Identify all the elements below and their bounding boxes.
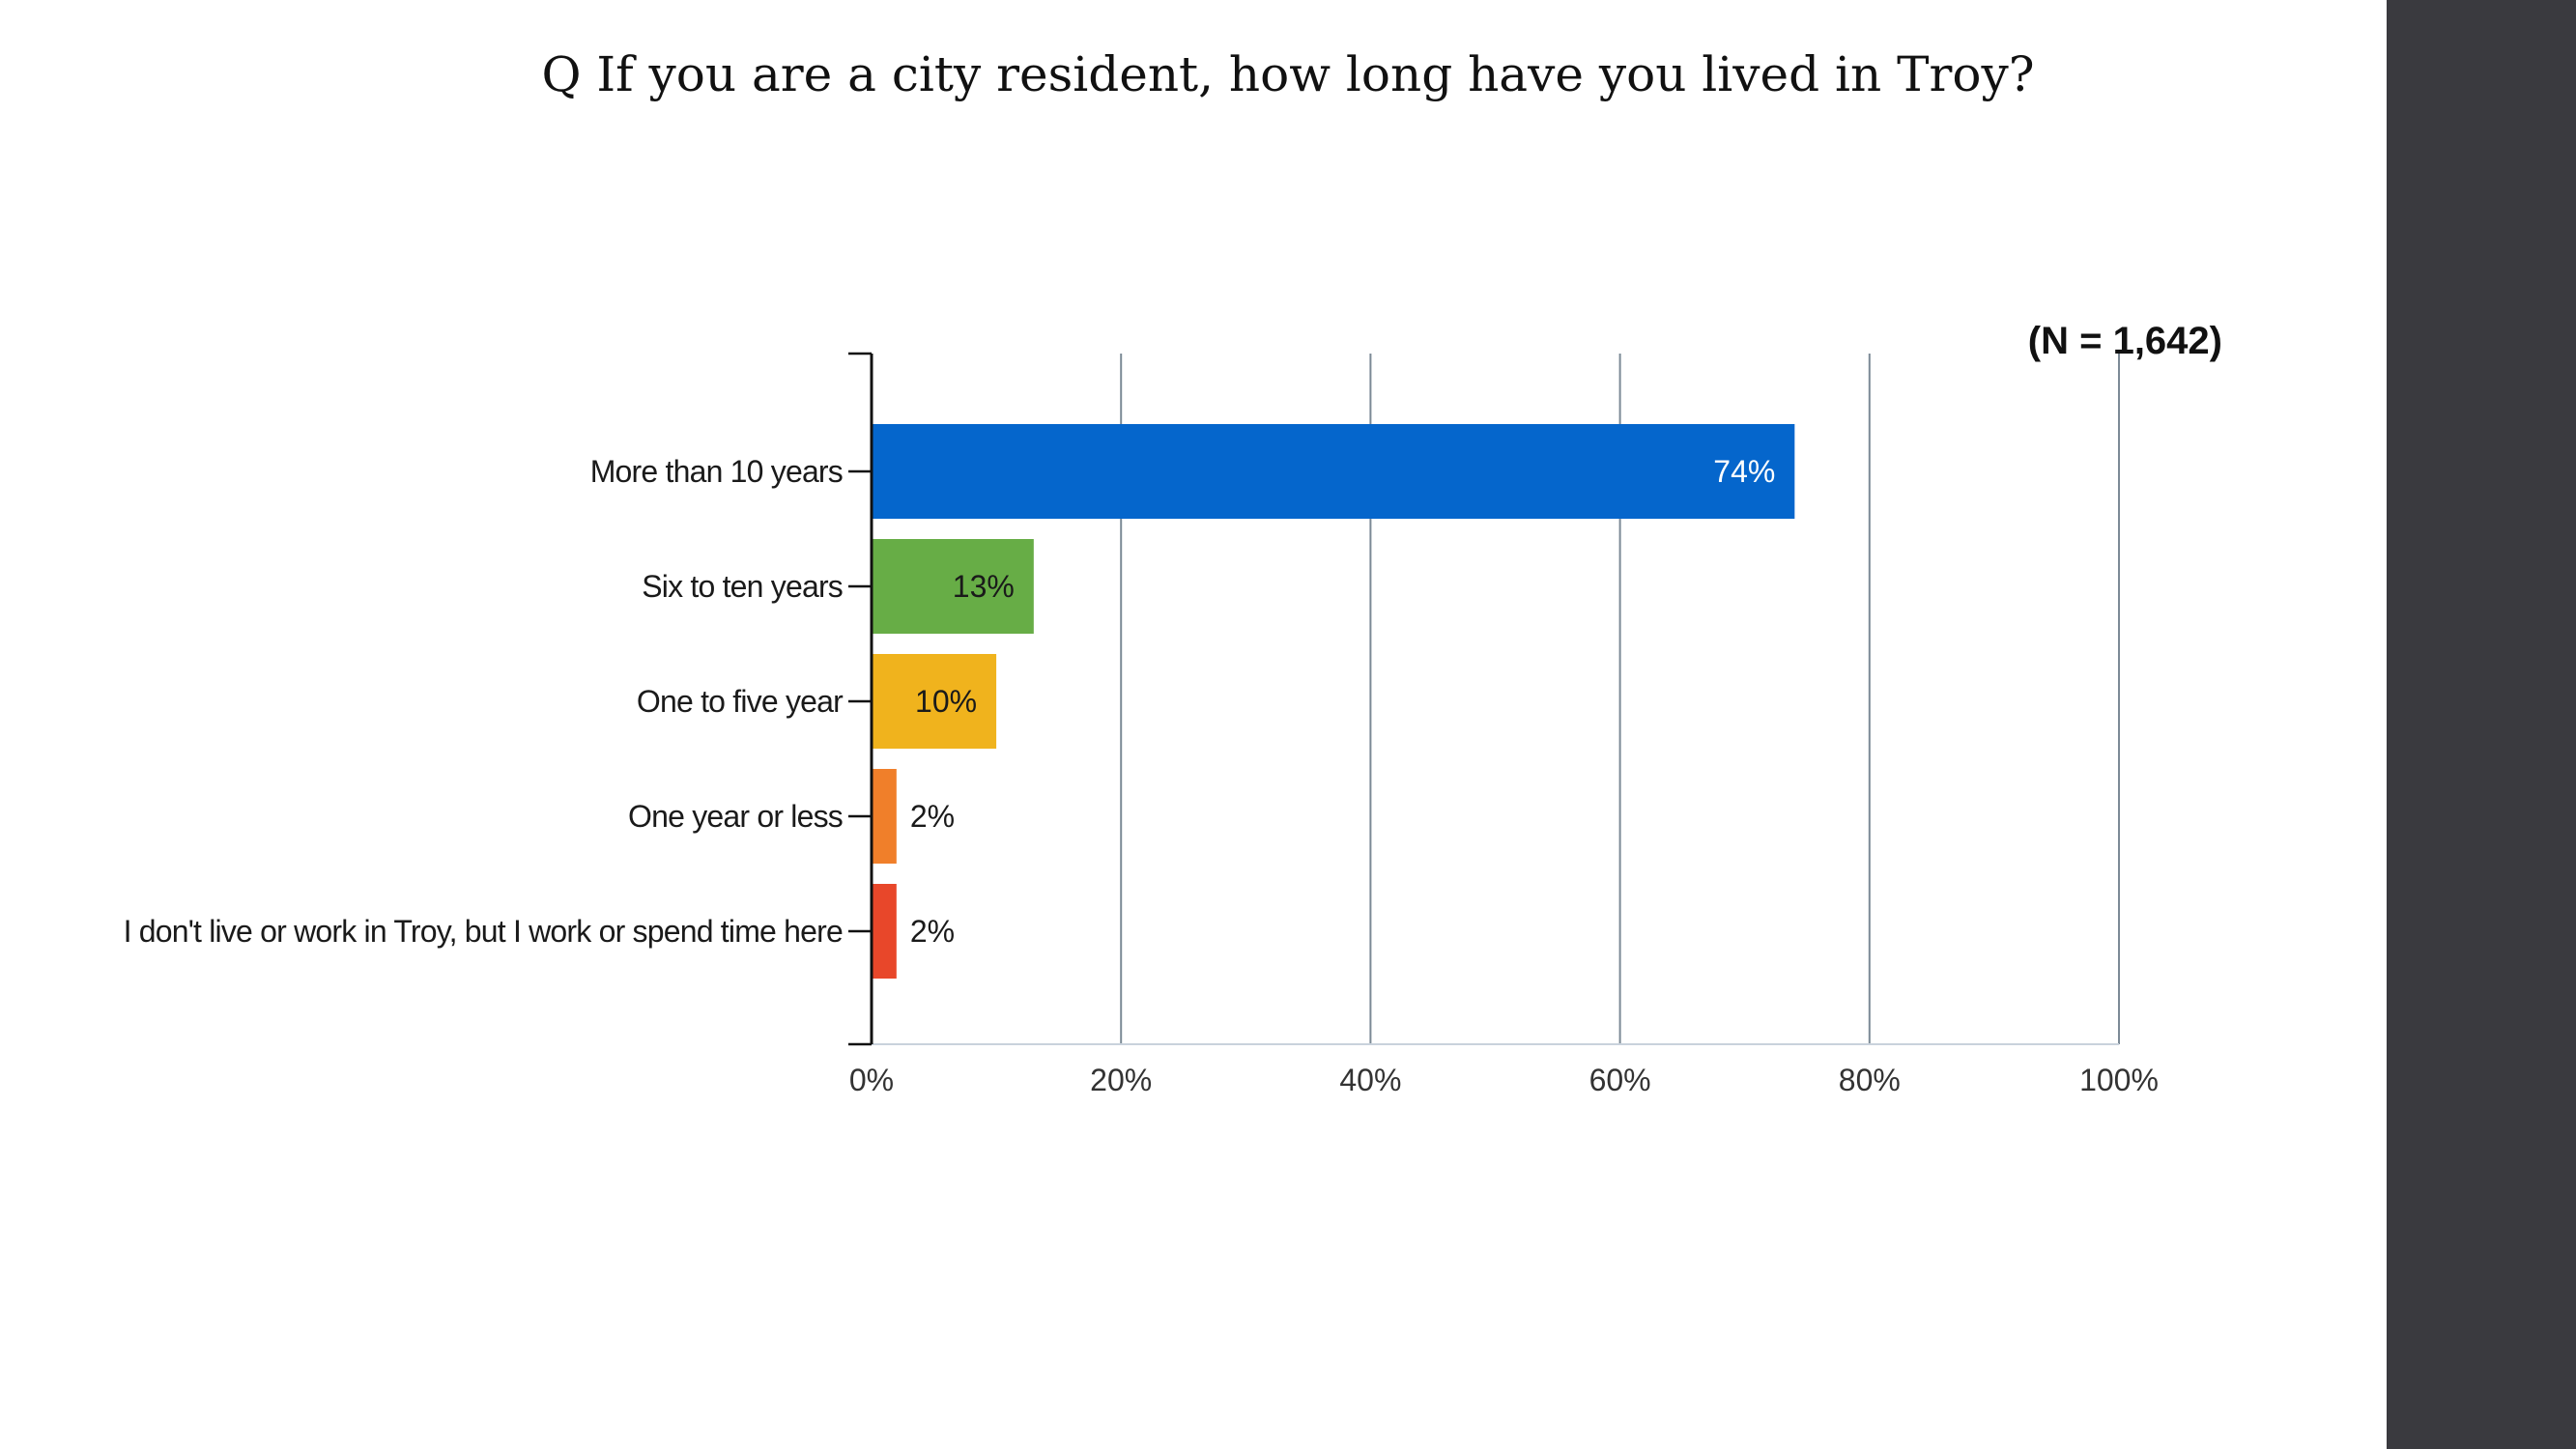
- sample-size-label: (N = 1,642): [2028, 320, 2222, 362]
- x-tick-label: 40%: [1339, 1063, 1401, 1097]
- bar: [872, 884, 897, 979]
- x-tick-label: 60%: [1589, 1063, 1651, 1097]
- labels: 0% 20% 40% 60% 80% 100% More than 10 years 74% S…: [124, 454, 2159, 1097]
- category-label: I don't live or work in Troy, but I work…: [124, 914, 843, 949]
- data-label: 2%: [910, 799, 955, 834]
- bar: [872, 539, 1034, 634]
- x-tick-label: 100%: [2079, 1063, 2159, 1097]
- bars: [872, 424, 1795, 979]
- category-label: More than 10 years: [590, 454, 843, 489]
- bar: [872, 769, 897, 864]
- category-label: One to five year: [637, 684, 844, 719]
- category-label: One year or less: [628, 799, 843, 834]
- data-label: 10%: [915, 684, 977, 719]
- x-tick-label: 80%: [1839, 1063, 1901, 1097]
- data-label: 74%: [1713, 454, 1775, 489]
- side-panel: [2387, 0, 2576, 1449]
- x-tick-label: 20%: [1090, 1063, 1152, 1097]
- bar-chart: 0% 20% 40% 60% 80% 100% More than 10 years 74% S…: [124, 320, 2222, 1097]
- category-label: Six to ten years: [642, 569, 843, 604]
- bar: [872, 424, 1795, 519]
- slide: Q If you are a city resident, how long h…: [123, 46, 2222, 1097]
- question-title: Q If you are a city resident, how long h…: [541, 46, 2035, 102]
- x-tick-label: 0%: [849, 1063, 894, 1097]
- axes: [848, 352, 2119, 1046]
- data-label: 13%: [953, 569, 1015, 604]
- data-label: 2%: [910, 914, 955, 949]
- bar: [872, 654, 997, 749]
